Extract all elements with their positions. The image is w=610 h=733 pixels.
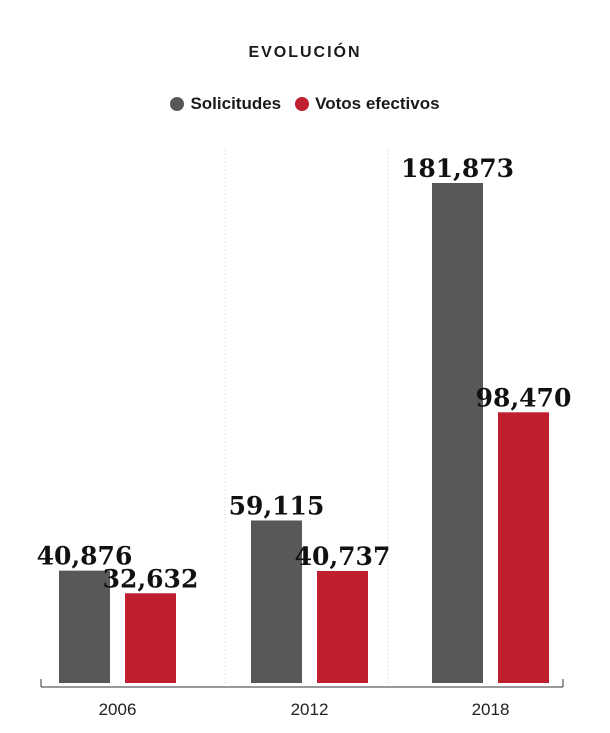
data-label: 40,876 [37,542,133,571]
x-tick-label: 2012 [291,700,329,719]
data-label: 181,873 [401,154,514,183]
x-tick-label: 2006 [99,700,137,719]
legend-item-votos-efectivos: Votos efectivos [295,94,440,114]
legend-label-solicitudes: Solicitudes [190,94,282,113]
bar-votos-efectivos-2006 [125,593,176,683]
legend-swatch-solicitudes [170,97,185,111]
bar-solicitudes-2018 [432,183,483,683]
data-label: 40,737 [295,542,391,571]
legend-label-votos-efectivos: Votos efectivos [315,94,440,113]
legend-swatch-votos-efectivos [295,97,310,111]
data-label: 98,470 [476,383,572,412]
legend-item-solicitudes: Solicitudes [170,94,281,114]
chart-title: EVOLUCIÓN [248,44,362,61]
bar-solicitudes-2012 [251,520,302,683]
data-label: 59,115 [229,491,325,520]
bar-solicitudes-2006 [59,570,110,683]
legend: Solicitudes Votos efectivos [0,94,610,114]
data-label: 32,632 [103,564,199,593]
bar-votos-efectivos-2018 [498,412,549,683]
bar-votos-efectivos-2012 [317,571,368,683]
x-tick-label: 2018 [472,700,510,719]
